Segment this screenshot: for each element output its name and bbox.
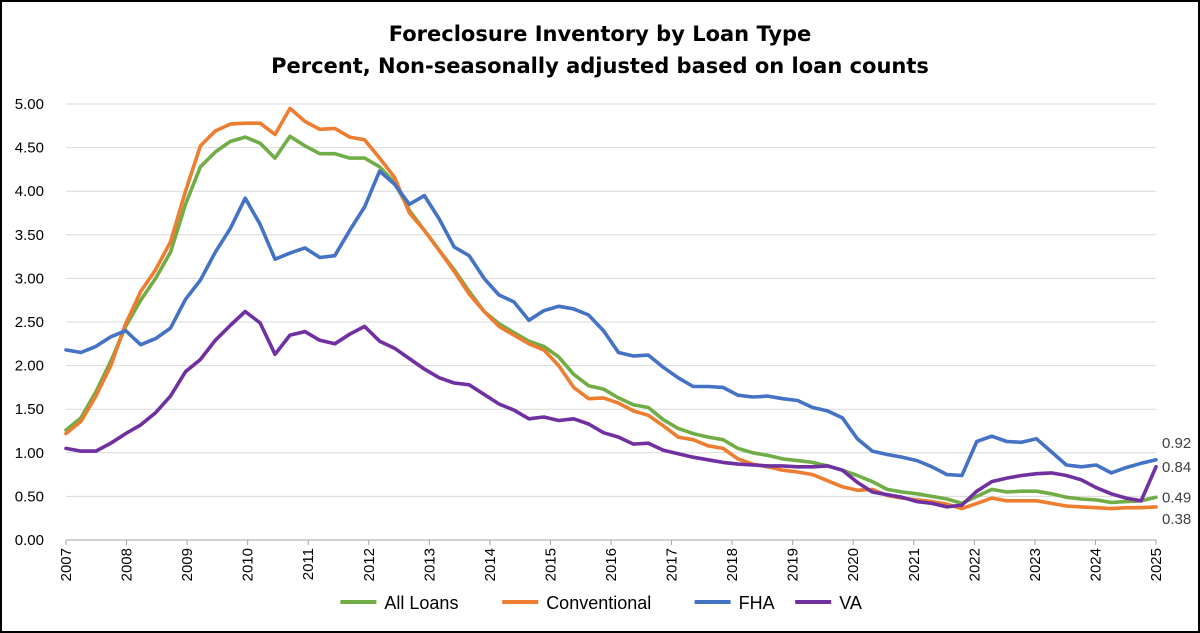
series-line-fha [64, 169, 1158, 478]
x-tick-label: 2020 [845, 548, 862, 581]
end-value-label: 0.84 [1162, 459, 1191, 476]
x-tick-label: 2008 [119, 548, 136, 581]
legend-label: Conventional [546, 593, 651, 613]
y-tick-label: 0.50 [15, 488, 44, 505]
x-tick-label: 2018 [724, 548, 741, 581]
x-tick-label: 2007 [58, 548, 75, 581]
gridlines [66, 103, 1156, 541]
x-axis-ticks: 2007 2008 2009 2010 2011 2012 2013 2014 2015 2016… [58, 540, 1165, 581]
x-tick-label: 2015 [542, 548, 559, 581]
x-tick-label: 2023 [1027, 548, 1044, 581]
series-line-va [64, 309, 1158, 509]
y-tick-label: 5.00 [15, 96, 44, 113]
x-tick-label: 2024 [1087, 548, 1104, 581]
y-tick-label: 2.00 [15, 358, 44, 375]
x-tick-label: 2019 [785, 548, 802, 581]
x-tick-label: 2009 [179, 548, 196, 581]
y-tick-label: 1.50 [15, 401, 44, 418]
end-value-label: 0.38 [1162, 511, 1191, 528]
end-value-label: 0.49 [1162, 489, 1191, 506]
legend-item-va: VA [795, 593, 862, 613]
legend-item-fha: FHA [694, 593, 775, 613]
y-tick-label: 3.00 [15, 270, 44, 287]
x-tick-label: 2025 [1148, 548, 1165, 581]
y-tick-label: 2.50 [15, 314, 44, 331]
series-line-all-loans [64, 134, 1158, 506]
legend-label: FHA [739, 593, 775, 613]
x-tick-label: 2016 [603, 548, 620, 581]
y-tick-label: 1.00 [15, 445, 44, 462]
end-value-label: 0.92 [1162, 435, 1191, 452]
x-tick-label: 2014 [482, 548, 499, 581]
x-tick-label: 2022 [966, 548, 983, 581]
x-tick-label: 2017 [664, 548, 681, 581]
x-tick-label: 2010 [240, 548, 257, 581]
chart-subtitle: Percent, Non-seasonally adjusted based o… [271, 54, 929, 78]
x-tick-label: 2021 [906, 548, 923, 581]
y-tick-label: 3.50 [15, 227, 44, 244]
y-tick-label: 4.50 [15, 140, 44, 157]
y-tick-label: 0.00 [15, 532, 44, 549]
y-tick-label: 4.00 [15, 183, 44, 200]
y-axis-ticks: 0.00 0.50 1.00 1.50 2.00 2.50 3.00 3.50 4.00 4.50… [15, 96, 44, 549]
legend-item-conventional: Conventional [502, 593, 651, 613]
legend-label: All Loans [384, 593, 458, 613]
end-value-labels: 0.92 0.84 0.49 0.38 [1162, 435, 1191, 528]
chart-title: Foreclosure Inventory by Loan Type [389, 22, 812, 46]
legend: All Loans Conventional FHA VA [340, 593, 862, 613]
series-lines [64, 106, 1158, 511]
legend-label: VA [839, 593, 862, 613]
series-line-conventional [64, 106, 1158, 511]
x-tick-label: 2012 [361, 548, 378, 581]
x-tick-label: 2013 [421, 548, 438, 581]
legend-item-all-loans: All Loans [340, 593, 458, 613]
x-tick-label: 2011 [300, 548, 317, 580]
